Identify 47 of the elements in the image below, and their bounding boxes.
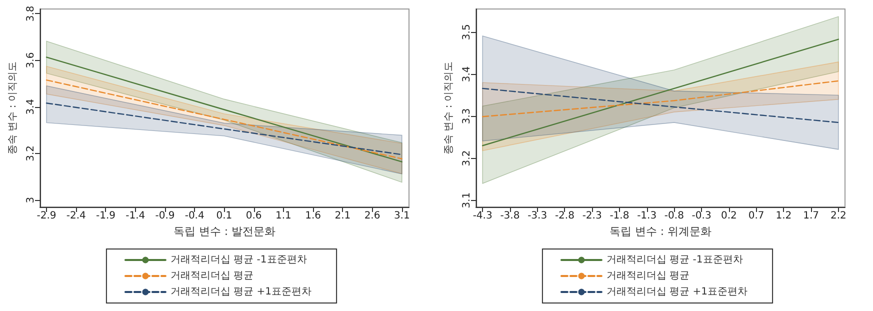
x-tick-label: 2.2 xyxy=(830,210,846,222)
x-tick-label: -1.9 xyxy=(96,210,116,222)
y-tick-label: 3.2 xyxy=(462,150,472,166)
x-tick-label: -0.9 xyxy=(155,210,175,222)
y-tick-label: 3.6 xyxy=(26,52,36,68)
x-tick-label: 1.7 xyxy=(803,210,820,222)
x-tick-label: 0.2 xyxy=(720,210,737,222)
x-tick-label: 1.6 xyxy=(305,210,321,222)
x-tick-label: 3.1 xyxy=(394,210,410,222)
legend-label: 거래적리더십 평균 -1표준편차 xyxy=(606,254,743,266)
y-tick-label: 3.4 xyxy=(462,66,472,82)
x-axis-title: 독립 변수 : 발전문화 xyxy=(173,224,276,238)
y-tick-label: 3.4 xyxy=(26,98,36,115)
x-tick-label: 0.7 xyxy=(748,210,764,222)
y-tick-label: 3.3 xyxy=(462,108,472,124)
x-tick-label: 2.1 xyxy=(334,210,351,222)
x-tick-label: 1.1 xyxy=(275,210,292,222)
x-tick-label: -0.4 xyxy=(184,210,204,222)
x-tick-label: -0.8 xyxy=(664,210,684,222)
y-tick-label: 3.1 xyxy=(462,192,472,208)
legend-label: 거래적리더십 평균 xyxy=(606,270,690,282)
x-tick-label: -1.8 xyxy=(610,210,630,222)
x-tick-label: -1.4 xyxy=(126,210,146,222)
x-axis-title: 독립 변수 : 위계문화 xyxy=(609,224,712,238)
x-tick-label: 0.1 xyxy=(216,210,232,222)
x-tick-label: -3.8 xyxy=(500,210,520,222)
legend-label: 거래적리더십 평균 +1표준편차 xyxy=(606,286,748,298)
y-axis-title: 종속 변수 : 이직의도 xyxy=(444,62,454,154)
y-tick-label: 3.5 xyxy=(462,24,472,40)
y-tick-label: 3.8 xyxy=(26,6,36,22)
legend-label: 거래적리더십 평균 -1표준편차 xyxy=(170,254,307,266)
y-tick-label: 3.2 xyxy=(26,145,36,162)
x-tick-label: -2.9 xyxy=(36,210,56,222)
x-tick-label: -2.8 xyxy=(554,210,574,222)
x-tick-label: 0.6 xyxy=(246,210,262,222)
legend-label: 거래적리더십 평균 xyxy=(170,270,254,282)
y-axis-title: 종속 변수 : 이직의도 xyxy=(8,62,18,154)
x-tick-label: -2.4 xyxy=(66,210,86,222)
x-tick-label: -3.3 xyxy=(528,210,548,222)
x-tick-label: -0.3 xyxy=(692,210,712,222)
x-tick-label: 2.6 xyxy=(364,210,380,222)
x-tick-label: -2.3 xyxy=(582,210,602,222)
legend-label: 거래적리더십 평균 +1표준편차 xyxy=(170,286,312,298)
y-tick-label: 3 xyxy=(26,196,36,204)
x-tick-label: 1.2 xyxy=(776,210,792,222)
x-tick-label: -1.3 xyxy=(637,210,657,222)
x-tick-label: -4.3 xyxy=(472,210,492,222)
